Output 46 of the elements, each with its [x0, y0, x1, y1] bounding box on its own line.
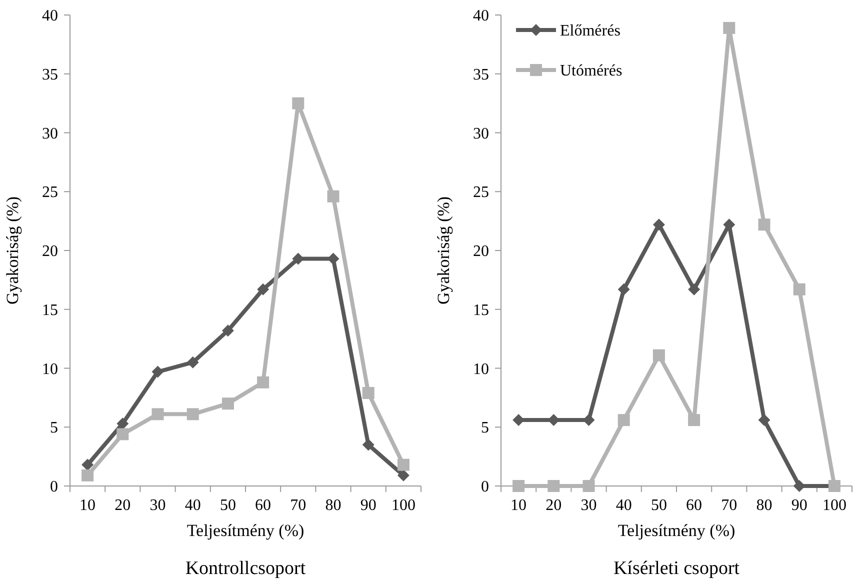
y-tick-label: 15: [42, 302, 58, 319]
y-tick-label: 10: [473, 360, 489, 378]
x-tick-label: 70: [290, 497, 306, 514]
y-tick-label: 20: [42, 243, 58, 260]
x-tick-label: 20: [546, 497, 562, 514]
y-tick-label: 20: [473, 243, 489, 260]
legend-label: Utómérés: [560, 62, 622, 80]
x-tick-label: 100: [822, 497, 846, 514]
y-tick-label: 10: [42, 360, 58, 378]
x-tick-label: 60: [255, 497, 272, 514]
y-tick-label: 25: [42, 184, 58, 202]
x-tick-label: 10: [510, 497, 527, 514]
x-tick-label: 100: [391, 497, 416, 514]
x-tick-label: 90: [791, 497, 808, 514]
y-tick-label: 0: [50, 478, 58, 496]
y-tick-label: 15: [473, 302, 489, 319]
x-tick-label: 40: [184, 497, 201, 514]
x-tick-label: 50: [650, 497, 667, 514]
x-tick-label: 70: [721, 497, 738, 514]
text: Kísérleti csoport: [613, 558, 740, 579]
x-tick-label: 90: [360, 497, 376, 514]
x-tick-label: 80: [325, 497, 342, 514]
x-axis-title: Teljesítmény (%): [618, 521, 736, 540]
x-tick-label: 40: [616, 497, 632, 514]
x-tick-label: 80: [756, 497, 772, 514]
x-tick-label: 60: [686, 497, 702, 514]
x-tick-label: 30: [580, 497, 597, 514]
y-tick-label: 30: [42, 125, 58, 142]
y-tick-label: 40: [42, 8, 58, 25]
y-axis-title: Gyakoriság (%): [3, 196, 22, 305]
x-tick-label: 10: [80, 497, 96, 514]
legend-label: Előmérés: [560, 22, 620, 40]
x-tick-label: 20: [114, 497, 131, 514]
y-axis-title: Gyakoriság (%): [434, 196, 453, 305]
y-tick-label: 5: [50, 420, 58, 437]
x-axis-title: Teljesítmény (%): [186, 521, 304, 540]
x-tick-label: 30: [150, 497, 166, 514]
y-tick-label: 35: [42, 66, 58, 84]
y-tick-label: 40: [473, 8, 489, 25]
y-tick-label: 25: [473, 184, 489, 202]
text: Kontrollcsoport: [185, 558, 306, 579]
y-tick-label: 0: [481, 478, 489, 496]
x-tick-label: 50: [220, 497, 236, 514]
y-tick-label: 30: [473, 125, 489, 142]
y-tick-label: 5: [481, 420, 489, 437]
y-tick-label: 35: [473, 66, 489, 84]
